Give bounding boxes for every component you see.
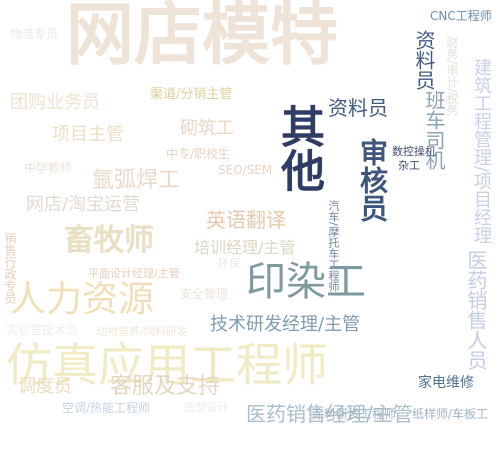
word-ziliaoyuan: 资料员 bbox=[328, 96, 388, 120]
word-fangzhen: 仿真应用工程师 bbox=[6, 338, 328, 392]
word-huanbao: 环保 bbox=[218, 257, 240, 270]
word-zhongxue: 中学教师 bbox=[24, 161, 73, 175]
word-yingyu: 英语翻译 bbox=[206, 208, 286, 232]
word-jiadian: 家电维修 bbox=[418, 375, 474, 391]
word-shiyanshi: 实验室技术员 bbox=[6, 323, 79, 337]
word-xiaoshou-xingzheng: 销售行政专员 bbox=[3, 232, 17, 304]
word-zaoxing: 造型设计 bbox=[184, 401, 228, 414]
word-caiwu: 财务/审计/税务 bbox=[445, 36, 459, 117]
word-jianzhu: 建筑工程管理/项目经理 bbox=[471, 58, 492, 245]
word-jishu-yanfa: 技术研发经理/主管 bbox=[210, 314, 361, 335]
word-tuangou: 团购业务员 bbox=[10, 92, 100, 113]
word-qiche: 汽车/摩托车工程师 bbox=[327, 200, 340, 292]
word-renli: 人力资源 bbox=[10, 279, 155, 320]
word-kongtiao: 空调/热能工程师 bbox=[62, 401, 151, 415]
word-wangdian-yunying: 网店/淘宝运营 bbox=[26, 194, 141, 215]
word-kefu: 客服及支持 bbox=[110, 374, 221, 399]
word-wangdian-mote: 网店模特 bbox=[66, 0, 339, 75]
word-shuju: 资料员 bbox=[412, 30, 436, 90]
word-zhiyang: 纸样师/车板工 bbox=[412, 407, 489, 421]
word-yinran: 印染工 bbox=[246, 259, 366, 305]
word-qita: 其他 bbox=[273, 104, 324, 192]
word-cnc-engineer: CNC工程师 bbox=[430, 9, 492, 23]
word-anquan: 安全管理 bbox=[180, 287, 229, 301]
word-yiyao-renyuan: 医药销售人员 bbox=[464, 250, 488, 370]
word-qizhugong: 砌筑工 bbox=[180, 118, 234, 139]
word-banche: 班车司机 bbox=[422, 90, 446, 170]
word-dongwu: 动物营养/饲料研发 bbox=[96, 325, 188, 338]
word-zhongzhuan: 中专/职校生 bbox=[166, 147, 231, 161]
word-yiyao-jingli: 医药销售经理/主管 bbox=[246, 402, 413, 426]
word-shukong: 数控操机 bbox=[392, 145, 436, 158]
word-peixun: 培训经理/主管 bbox=[194, 238, 296, 257]
word-zagong: 杂工 bbox=[398, 159, 420, 172]
word-wuliu: 物流专员 bbox=[10, 27, 59, 41]
word-seo: SEO/SEM bbox=[218, 163, 273, 177]
word-pingmian: 平面设计经理/主管 bbox=[88, 267, 180, 280]
word-xumushi: 畜牧师 bbox=[64, 223, 154, 258]
word-shenheyuan: 审核员 bbox=[356, 138, 389, 222]
word-diaoduyuan: 调度员 bbox=[18, 376, 72, 397]
word-yahuhan: 氩弧焊工 bbox=[92, 168, 181, 193]
word-xiangmu-zhuguan: 项目主管 bbox=[52, 124, 124, 145]
word-qudao: 渠道/分销主管 bbox=[150, 87, 233, 102]
word-tuliao: 涂料研发工程师 bbox=[312, 407, 397, 421]
